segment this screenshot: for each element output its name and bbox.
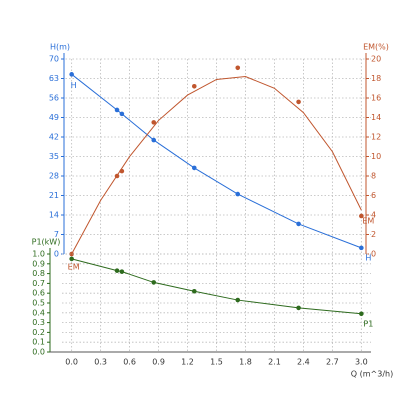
y-tick-label: 49	[49, 113, 59, 122]
y-tick-label: 21	[49, 191, 59, 200]
data-point	[151, 280, 157, 285]
y2-tick-label: 2	[371, 230, 376, 239]
series-label: H	[71, 81, 77, 90]
y2-tick-label: 6	[371, 191, 376, 200]
data-point	[114, 173, 120, 179]
data-point	[296, 221, 301, 227]
data-point	[191, 84, 197, 89]
data-point	[235, 191, 241, 197]
data-point	[119, 269, 125, 274]
data-point	[296, 99, 301, 105]
data-point	[69, 72, 74, 77]
y2-tick-label: 4	[371, 211, 376, 220]
x-tick-label: 1.8	[239, 358, 252, 367]
data-point	[191, 165, 197, 171]
data-point	[119, 168, 125, 174]
y-tick-label: 0.1	[32, 338, 45, 347]
x-tick-label: 2.7	[326, 358, 339, 367]
y-tick-label: 7	[54, 230, 59, 239]
y2-tick-label: 10	[371, 152, 381, 161]
x-tick-label: 0.6	[123, 358, 136, 367]
y-tick-label: 56	[49, 94, 59, 103]
y-tick-label: 42	[49, 133, 59, 142]
x-tick-label: 2.4	[297, 358, 310, 367]
y-tick-label: 0.3	[32, 318, 45, 327]
x-tick-label: 0.0	[65, 358, 78, 367]
x-tick-label: 0.9	[152, 358, 165, 367]
y-tick-label: 0.8	[32, 269, 45, 278]
y-tick-label: 70	[49, 55, 59, 64]
y-tick-label: 35	[49, 152, 59, 161]
data-point	[114, 268, 120, 273]
x-tick-label: 3.0	[355, 358, 368, 367]
data-point	[359, 213, 364, 219]
x-tick-label: 2.1	[268, 358, 281, 367]
curve	[71, 258, 362, 315]
y-tick-label: 0.7	[32, 279, 45, 288]
series-label: EM	[68, 263, 80, 272]
y2-tick-label: 14	[371, 113, 381, 122]
data-point	[119, 111, 125, 117]
y2-axis-title: EM(%)	[363, 43, 389, 52]
x-tick-label: 1.2	[181, 358, 194, 367]
y-tick-label: 0	[54, 250, 59, 259]
y-tick-label: 14	[49, 211, 59, 220]
data-point	[114, 107, 120, 113]
y-tick-label: 28	[49, 172, 59, 181]
data-point	[69, 256, 74, 262]
y-axis-title: H(m)	[50, 43, 70, 52]
y-tick-label: 63	[49, 74, 59, 83]
data-point	[359, 311, 364, 317]
y2-tick-label: 0	[371, 250, 376, 259]
x-tick-label: 0.3	[94, 358, 107, 367]
data-point	[191, 288, 197, 294]
y2-tick-label: 16	[371, 94, 381, 103]
y-tick-label: 0.2	[32, 328, 45, 337]
data-point	[235, 297, 241, 303]
y-tick-label: 0.4	[32, 308, 45, 317]
y-tick-label: 0.0	[32, 348, 45, 357]
y-axis-title: P1(kW)	[32, 238, 61, 247]
data-point	[296, 305, 301, 311]
y2-tick-label: 18	[371, 74, 381, 83]
x-axis-title: Q (m^3/h)	[351, 370, 393, 379]
y-tick-label: 1.0	[32, 250, 45, 259]
data-point	[151, 137, 157, 143]
x-tick-label: 1.5	[210, 358, 223, 367]
y-tick-label: 0.9	[32, 259, 45, 268]
series-label: P1	[363, 319, 373, 328]
y-tick-label: 0.5	[32, 299, 45, 308]
data-point	[151, 120, 157, 125]
data-point	[359, 245, 364, 251]
data-point	[235, 65, 241, 71]
data-point	[69, 251, 74, 257]
series-label: H	[365, 253, 371, 262]
y2-tick-label: 8	[371, 172, 376, 181]
y2-tick-label: 20	[371, 55, 381, 64]
series-label: EM	[362, 216, 374, 225]
y-tick-label: 0.6	[32, 289, 45, 298]
y2-tick-label: 12	[371, 133, 381, 142]
